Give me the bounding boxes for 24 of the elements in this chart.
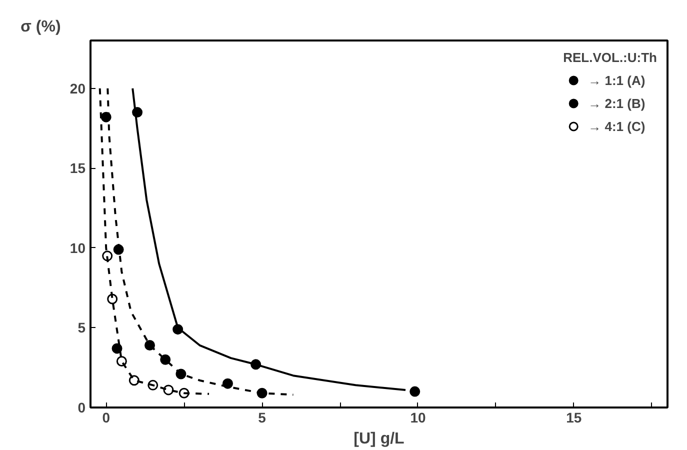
x-tick-label: 5 [258,410,266,426]
x-axis-title: [U] g/L [354,430,405,448]
y-tick-label: 5 [78,320,86,336]
point [410,386,420,397]
y-tick-label: 10 [70,240,86,256]
legend-label: → 1:1 (A) [588,72,646,88]
point [144,340,156,351]
point [163,384,174,396]
x-tick-label: 0 [102,410,110,426]
point [128,375,140,386]
y-tick-label: 20 [70,80,86,96]
point [112,343,122,354]
point [160,354,171,365]
x-tick-label: 10 [410,410,426,426]
legend-label: → 4:1 (C) [588,118,646,134]
legend-title: REL.VOL.:U:Th [563,50,657,65]
y-tick-label: 15 [70,160,86,176]
point [116,356,127,366]
y-tick-label: 0 [78,400,86,416]
x-tick-label: 15 [566,410,582,426]
legend-label: → 2:1 (B) [588,96,646,110]
y-axis-title: σ (%) [20,18,61,36]
line-series [132,87,407,391]
point [222,378,233,389]
